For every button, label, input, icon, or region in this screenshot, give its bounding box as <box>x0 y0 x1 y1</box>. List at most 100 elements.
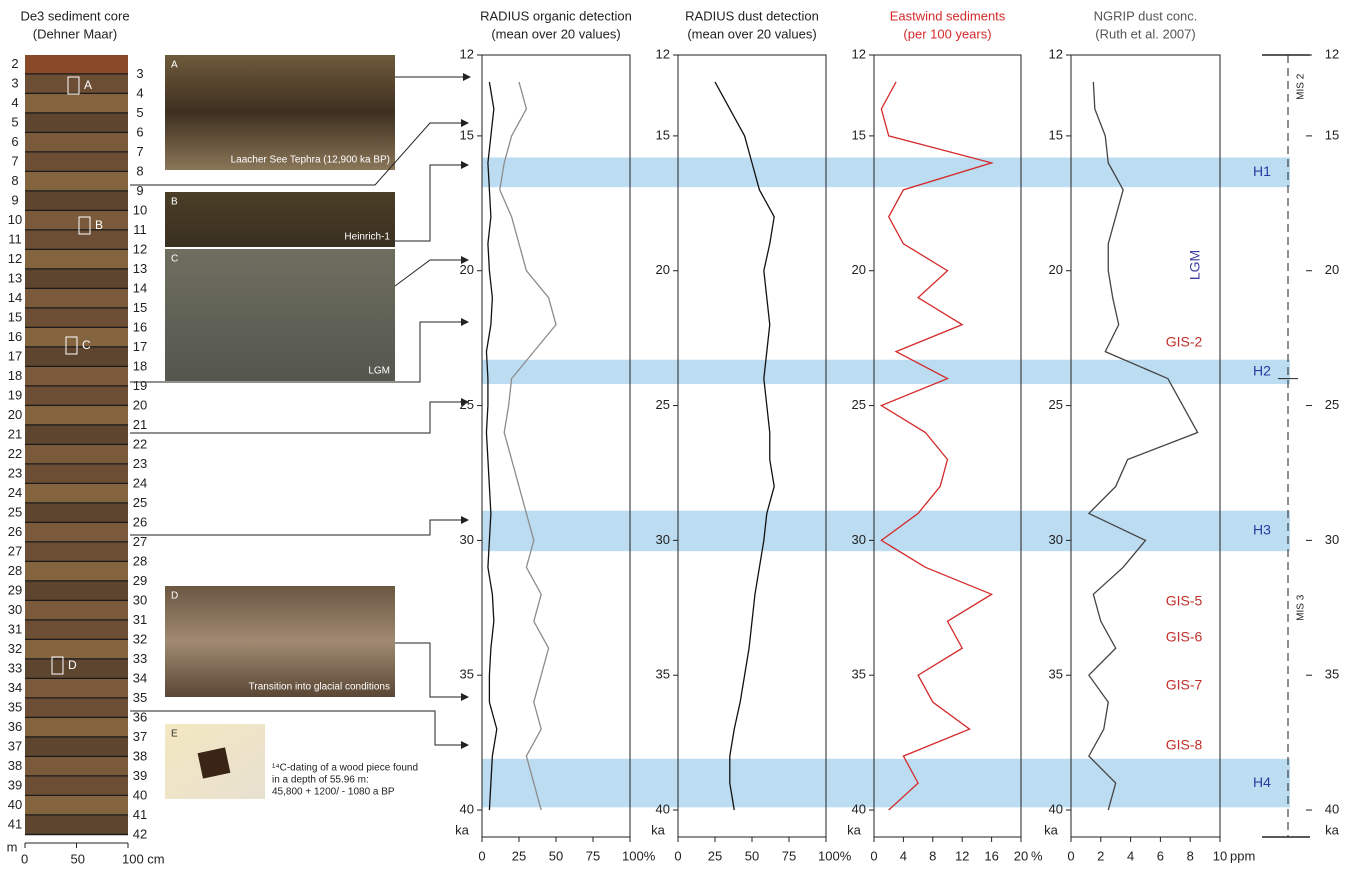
y-tick-label: 20 <box>852 262 866 277</box>
depth-label: 3 <box>136 66 143 81</box>
depth-label: 41 <box>133 807 147 822</box>
x-tick-label: 75 <box>586 848 600 863</box>
y-tick-label: 35 <box>656 667 670 682</box>
x-tick-label: 0 <box>478 848 485 863</box>
panel-title: NGRIP dust conc. <box>1094 8 1198 23</box>
core-segment <box>25 503 128 522</box>
y-tick-label: 15 <box>852 127 866 142</box>
depth-label: 36 <box>8 719 22 734</box>
event-label: H1 <box>1253 163 1271 179</box>
event-label: H4 <box>1253 774 1271 790</box>
event-label: H3 <box>1253 522 1271 538</box>
core-segment <box>25 718 128 737</box>
y-tick-label: 40 <box>1049 801 1063 816</box>
x-tick-label: 100 cm <box>122 851 165 866</box>
depth-label: 27 <box>133 534 147 549</box>
x-tick-label: 20 <box>1014 848 1028 863</box>
depth-label: 7 <box>136 144 143 159</box>
depth-label: 27 <box>8 544 22 559</box>
y-tick-label: 12 <box>1325 46 1339 61</box>
y-unit: ka <box>455 822 470 837</box>
photo-caption: ¹⁴C-dating of a wood piece found <box>272 763 418 774</box>
y-tick-label: 30 <box>1325 532 1339 547</box>
plot-frame <box>1070 54 1221 838</box>
y-tick-label: 12 <box>852 46 866 61</box>
event-text: LGM <box>1187 250 1203 280</box>
depth-label: 14 <box>133 280 147 295</box>
depth-label: 18 <box>8 368 22 383</box>
y-tick-label: 15 <box>460 127 474 142</box>
x-tick-label: 4 <box>900 848 907 863</box>
y-tick-label: 12 <box>460 46 474 61</box>
depth-label: 37 <box>8 739 22 754</box>
depth-label: 33 <box>133 651 147 666</box>
depth-label: 36 <box>133 709 147 724</box>
depth-label: 31 <box>133 612 147 627</box>
depth-label: 13 <box>8 271 22 286</box>
core-segment <box>25 269 128 288</box>
core-segment <box>25 347 128 366</box>
x-tick-label: 4 <box>1127 848 1134 863</box>
depth-label: 29 <box>8 583 22 598</box>
y-tick-label: 25 <box>460 397 474 412</box>
depth-label: 8 <box>11 173 18 188</box>
core-segment <box>25 55 128 74</box>
photo-caption: 45,800 + 1200/ - 1080 a BP <box>272 787 395 798</box>
event-band <box>482 359 1290 384</box>
depth-label: 12 <box>8 251 22 266</box>
core-segment <box>25 191 128 210</box>
x-unit: % <box>1031 848 1043 863</box>
y-unit: ka <box>847 822 862 837</box>
depth-label: 4 <box>11 95 18 110</box>
photo <box>165 249 395 381</box>
depth-label: 29 <box>133 573 147 588</box>
photo <box>165 55 395 170</box>
y-tick-label: 35 <box>460 667 474 682</box>
photo <box>165 586 395 697</box>
x-tick-label: 100% <box>818 848 852 863</box>
depth-label: 40 <box>8 797 22 812</box>
y-tick-label: 12 <box>656 46 670 61</box>
core-segment <box>25 250 128 269</box>
x-tick-label: 50 <box>549 848 563 863</box>
y-tick-label: 40 <box>1325 801 1339 816</box>
x-tick-label: 0 <box>1067 848 1074 863</box>
core-segment <box>25 308 128 327</box>
photo-letter: E <box>171 729 178 740</box>
wood-piece <box>197 747 231 779</box>
depth-label: 42 <box>133 826 147 841</box>
depth-label: 23 <box>133 456 147 471</box>
depth-label: 2 <box>11 56 18 71</box>
x-tick-label: 10 <box>1213 848 1227 863</box>
panel-subtitle: (mean over 20 values) <box>687 26 816 41</box>
core-segment <box>25 737 128 756</box>
depth-label: 17 <box>133 339 147 354</box>
depth-label: 21 <box>133 417 147 432</box>
y-tick-label: 35 <box>1049 667 1063 682</box>
data-line <box>485 81 498 811</box>
y-tick-label: 25 <box>1325 397 1339 412</box>
photo-caption: Transition into glacial conditions <box>249 682 390 693</box>
depth-label: 24 <box>8 485 22 500</box>
core-segment <box>25 796 128 815</box>
depth-label: 11 <box>8 232 22 247</box>
depth-label: 19 <box>133 378 147 393</box>
photo-caption: LGM <box>368 366 390 377</box>
panel-subtitle: (Ruth et al. 2007) <box>1095 26 1195 41</box>
y-tick-label: 30 <box>460 532 474 547</box>
y-tick-label: 25 <box>852 397 866 412</box>
event-text: GIS-6 <box>1166 629 1203 645</box>
core-segment <box>25 152 128 171</box>
depth-label: 19 <box>8 388 22 403</box>
core-segment <box>25 679 128 698</box>
core-marker-letter: D <box>68 658 77 672</box>
depth-label: 15 <box>8 310 22 325</box>
y-tick-label: 25 <box>1049 397 1063 412</box>
y-tick-label: 20 <box>1325 262 1339 277</box>
core-segment <box>25 562 128 581</box>
event-label: H2 <box>1253 363 1271 379</box>
x-tick-label: 0 <box>870 848 877 863</box>
core-segment <box>25 640 128 659</box>
